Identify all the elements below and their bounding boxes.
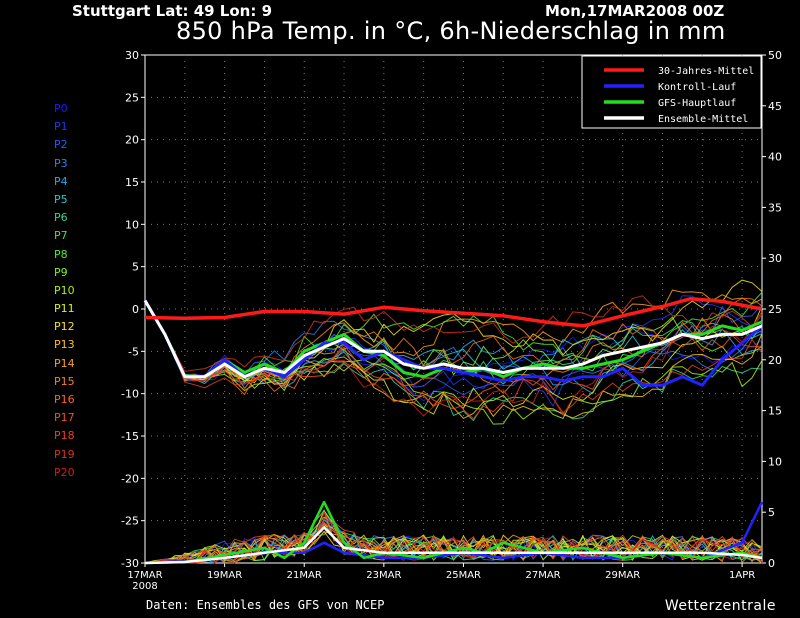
data-credit: Daten: Ensembles des GFS von NCEP <box>146 598 385 612</box>
member-label: P8 <box>54 247 68 261</box>
member-label: P7 <box>54 229 68 243</box>
legend-box <box>581 55 762 129</box>
grid <box>145 55 762 563</box>
legend-label: GFS-Hauptlauf <box>658 98 736 109</box>
y-right-tick-label: 5 <box>768 506 775 519</box>
ensemble-member-temp-line <box>144 300 763 415</box>
precip-line-ensemble-mittel <box>144 526 763 565</box>
y-left-tick-label: 30 <box>125 49 139 62</box>
legend-label: Kontroll-Lauf <box>658 82 736 93</box>
member-label: P13 <box>54 338 75 352</box>
y-left-tick-label: 10 <box>125 218 139 231</box>
member-label: P2 <box>54 138 68 152</box>
x-tick-label: 25MAR <box>446 570 481 581</box>
member-label: P14 <box>54 356 75 370</box>
series-layer <box>143 297 764 565</box>
x-tick-label: 27MAR <box>525 570 560 581</box>
y-left-tick-label: 15 <box>125 176 139 189</box>
x-tick-label: 17MAR <box>127 570 162 581</box>
y-right-tick-label: 25 <box>768 303 782 316</box>
y-left-tick-label: 5 <box>132 261 139 274</box>
y-left-tick-label: -25 <box>121 515 139 528</box>
legend: 30-Jahres-Mittel Kontroll-Lauf GFS-Hauptla… <box>581 55 762 129</box>
run-date: Mon,17MAR2008 00Z <box>545 2 725 20</box>
y-right-tick-label: 35 <box>768 201 782 214</box>
ensemble-member-precip-line <box>145 510 763 564</box>
y-right-tick-label: 15 <box>768 405 782 418</box>
y-left-tick-label: 25 <box>125 91 139 104</box>
y-right-tick-label: 40 <box>768 151 782 164</box>
member-label: P4 <box>54 174 68 188</box>
y-right-tick-label: 50 <box>768 49 782 62</box>
member-label: P5 <box>54 192 68 206</box>
member-label: P1 <box>54 120 68 134</box>
temp-line--jahres-mittel <box>144 297 763 328</box>
legend-label: Ensemble-Mittel <box>658 114 748 125</box>
member-label: P19 <box>54 447 75 461</box>
y-left-tick-label: 0 <box>132 303 139 316</box>
y-right-tick-label: 45 <box>768 100 782 113</box>
ensemble-member-precip-line <box>144 523 763 564</box>
member-list: P0 P1 P2 P3 P4 P5 P6 P7 P8 P9 P10 P11 P12 P13 P14 P15 P1… <box>54 100 75 482</box>
member-label: P20 <box>54 465 75 479</box>
ensemble-member-temp-line <box>144 300 763 383</box>
member-label: P10 <box>54 283 75 297</box>
ensemble-member-temp-line <box>144 297 763 396</box>
y-left-tick-label: -30 <box>121 557 139 570</box>
member-label: P18 <box>54 429 75 443</box>
chart-title: 850 hPa Temp. in °C, 6h-Niederschlag in … <box>176 17 726 45</box>
member-label: P0 <box>54 102 68 115</box>
y-left-tick-label: -20 <box>121 472 139 485</box>
member-label: P6 <box>54 211 68 225</box>
member-label: P11 <box>54 302 75 316</box>
member-label: P15 <box>54 374 75 388</box>
y-left-tick-label: -5 <box>128 345 139 358</box>
x-tick-label: 19MAR <box>207 570 242 581</box>
plot-area <box>144 54 763 564</box>
ensemble-member-temp-line <box>144 300 763 420</box>
y-right-tick-label: 20 <box>768 354 782 367</box>
ensemble-member-temp-line <box>144 300 763 410</box>
x-tick-label: 21MAR <box>287 570 322 581</box>
ensemble-member-precip-line <box>144 521 763 564</box>
member-label: P16 <box>54 393 75 406</box>
legend-label: 30-Jahres-Mittel <box>658 66 754 77</box>
y-left-tick-label: -15 <box>121 430 139 443</box>
member-label: P17 <box>54 411 75 425</box>
location-header: Stuttgart Lat: 49 Lon: 9 <box>72 2 273 20</box>
y-right-tick-label: 10 <box>768 455 782 468</box>
y-right-tick-label: 30 <box>768 252 782 265</box>
axes: 302520151050-5-10-15-20-25-3050454035302… <box>121 49 782 592</box>
x-tick-label: 1APR <box>729 570 755 581</box>
temp-line-ensemble-mittel <box>143 299 763 379</box>
member-label: P9 <box>54 265 68 279</box>
ensemble-member-temp-line <box>144 300 763 417</box>
member-label: P12 <box>54 320 75 334</box>
x-tick-label: 23MAR <box>366 570 401 581</box>
brand-label: Wetterzentrale <box>664 598 776 614</box>
x-tick-sublabel: 2008 <box>132 581 157 592</box>
y-right-tick-label: 0 <box>768 557 775 570</box>
x-tick-label: 29MAR <box>605 570 640 581</box>
y-left-tick-label: -10 <box>121 388 139 401</box>
member-label: P3 <box>54 156 68 170</box>
y-left-tick-label: 20 <box>125 134 139 147</box>
